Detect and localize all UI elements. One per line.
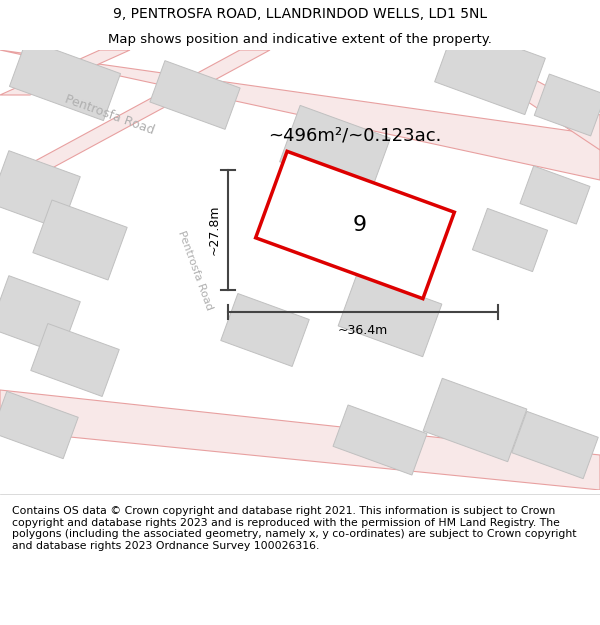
Text: Pentrosfa Road: Pentrosfa Road xyxy=(64,92,157,138)
Text: ~27.8m: ~27.8m xyxy=(208,205,221,255)
Polygon shape xyxy=(33,200,127,280)
Polygon shape xyxy=(0,50,600,180)
Polygon shape xyxy=(472,208,548,272)
Text: ~36.4m: ~36.4m xyxy=(338,324,388,336)
Polygon shape xyxy=(10,39,121,121)
Polygon shape xyxy=(338,273,442,357)
Polygon shape xyxy=(150,61,240,129)
Polygon shape xyxy=(434,26,545,114)
Polygon shape xyxy=(31,324,119,396)
Polygon shape xyxy=(221,294,309,366)
Polygon shape xyxy=(333,405,427,475)
Polygon shape xyxy=(450,50,600,150)
Polygon shape xyxy=(0,50,270,180)
Text: Contains OS data © Crown copyright and database right 2021. This information is : Contains OS data © Crown copyright and d… xyxy=(12,506,577,551)
Text: ~496m²/~0.123ac.: ~496m²/~0.123ac. xyxy=(268,126,442,144)
Polygon shape xyxy=(0,50,130,95)
Polygon shape xyxy=(280,106,391,194)
Polygon shape xyxy=(520,166,590,224)
Text: Map shows position and indicative extent of the property.: Map shows position and indicative extent… xyxy=(108,32,492,46)
Text: 9: 9 xyxy=(353,215,367,235)
Polygon shape xyxy=(256,151,454,299)
Polygon shape xyxy=(423,378,527,462)
Polygon shape xyxy=(0,151,80,229)
Polygon shape xyxy=(534,74,600,136)
Text: Pentrosfa Road: Pentrosfa Road xyxy=(176,229,214,311)
Polygon shape xyxy=(0,390,600,490)
Polygon shape xyxy=(0,391,78,459)
Polygon shape xyxy=(512,411,598,479)
Polygon shape xyxy=(0,276,80,354)
Text: 9, PENTROSFA ROAD, LLANDRINDOD WELLS, LD1 5NL: 9, PENTROSFA ROAD, LLANDRINDOD WELLS, LD… xyxy=(113,7,487,21)
